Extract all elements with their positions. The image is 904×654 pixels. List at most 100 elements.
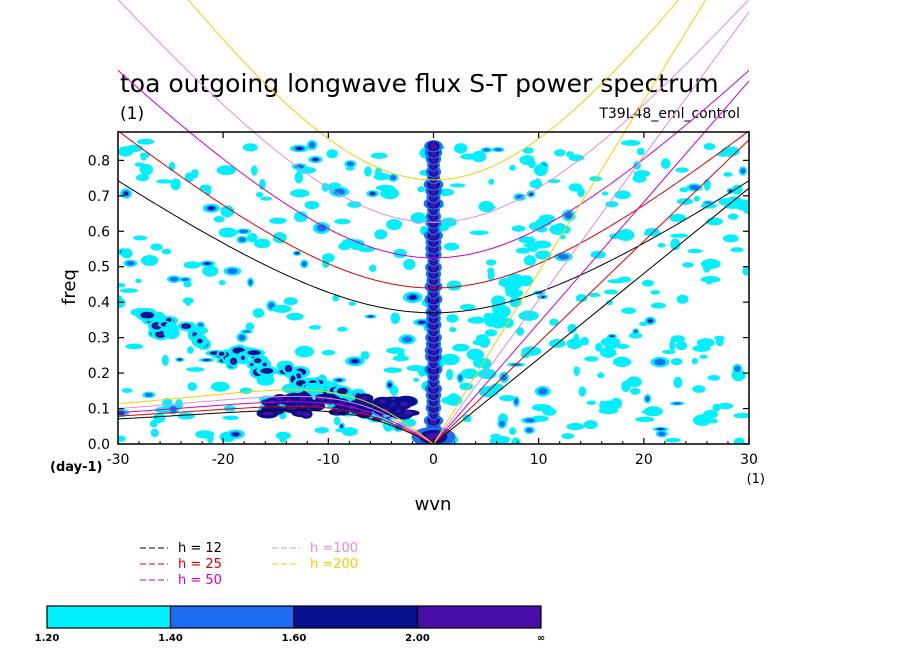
spectral-power-patch [326, 149, 338, 159]
kelvin-line [433, 11, 749, 444]
spectral-power-patch [403, 410, 413, 415]
spectral-power-patch [351, 359, 359, 364]
spectral-power-patch [197, 338, 203, 344]
spectral-power-patch [334, 218, 351, 225]
spectral-power-patch [392, 355, 410, 362]
kelvin-line [433, 0, 707, 444]
spectral-power-patch [478, 386, 499, 398]
spectral-power-patch [385, 367, 396, 373]
spectral-power-patch [231, 359, 236, 364]
spectral-power-patch [220, 205, 235, 218]
spectral-power-patch [650, 290, 660, 295]
spectral-power-patch [514, 398, 519, 405]
spectral-power-patch [139, 152, 151, 158]
spectral-power-patch [446, 314, 459, 323]
spectral-power-patch [296, 374, 300, 379]
spectral-power-patch [641, 279, 654, 287]
spectral-power-patch [255, 359, 260, 363]
spectral-power-patch [460, 368, 479, 379]
spectral-power-patch [605, 201, 619, 208]
spectral-power-patch [554, 149, 566, 157]
x-tick-label: 30 [740, 452, 758, 468]
spectral-power-patch [286, 366, 291, 371]
spectral-power-patch [118, 435, 126, 442]
spectral-power-patch [597, 372, 605, 379]
spectral-power-patch [187, 346, 194, 354]
spectral-power-patch [599, 400, 606, 410]
er-curve [118, 409, 434, 444]
x-tick-label: -10 [317, 452, 340, 468]
spectral-power-patch [620, 140, 641, 146]
er-curve [118, 395, 434, 444]
spectral-power-patch [675, 167, 689, 173]
spectral-power-patch [260, 367, 274, 374]
spectral-power-patch [567, 323, 577, 334]
spectral-power-patch [537, 388, 548, 395]
spectral-power-patch [452, 343, 470, 352]
spectral-power-patch [692, 385, 706, 393]
spectral-power-patch [542, 407, 557, 416]
spectrum-contours [118, 138, 749, 444]
spectral-power-patch [696, 338, 715, 348]
spectral-power-patch [210, 381, 230, 392]
spectral-power-patch [485, 259, 497, 266]
spectral-power-patch [406, 365, 426, 372]
spectral-power-patch [364, 166, 372, 177]
spectral-power-patch [360, 396, 368, 401]
spectral-power-patch [650, 302, 667, 309]
spectral-power-patch [304, 200, 320, 210]
spectral-power-patch [628, 332, 643, 339]
spectral-power-patch [252, 308, 265, 318]
spectral-power-patch [568, 154, 585, 162]
spectral-power-patch [271, 304, 292, 313]
spectral-power-patch [286, 312, 304, 321]
colorbar-bin [169, 605, 295, 629]
chart-title: toa outgoing longwave flux S-T power spe… [120, 69, 719, 98]
spectral-power-patch [309, 325, 322, 330]
legend-label: h = 25 [178, 557, 222, 572]
y-tick-label: 0.6 [88, 224, 110, 240]
spectral-power-patch [740, 168, 746, 174]
spectral-power-patch [606, 299, 613, 306]
spectral-power-patch [535, 218, 552, 227]
spectral-power-patch [509, 164, 516, 171]
spectral-power-patch [155, 179, 174, 184]
spectral-power-patch [519, 155, 535, 165]
spectral-power-patch [709, 418, 718, 424]
spectral-power-patch [557, 253, 569, 260]
spectral-power-patch [375, 184, 395, 191]
spectral-power-patch [458, 374, 463, 382]
kelvin-line [433, 187, 749, 444]
x-tick-label: -20 [212, 452, 235, 468]
spectral-power-patch [601, 191, 609, 196]
spectral-power-patch [418, 321, 425, 324]
spectral-power-patch [383, 419, 394, 432]
spectral-power-patch [669, 339, 676, 352]
spectral-power-patch [183, 261, 201, 269]
spectral-power-patch [689, 185, 700, 190]
spectral-power-patch [136, 138, 155, 145]
spectral-power-patch [370, 192, 375, 195]
spectral-power-patch [485, 204, 496, 210]
spectral-power-patch [429, 142, 438, 151]
spectral-power-patch [370, 152, 388, 159]
spectral-power-patch [676, 294, 689, 304]
spectral-power-patch [610, 335, 614, 338]
spectral-power-patch [518, 236, 536, 244]
spectral-power-patch [155, 406, 171, 414]
spectral-power-patch [489, 436, 509, 444]
spectral-power-patch [616, 343, 630, 350]
colorbar-bin [46, 605, 172, 629]
spectral-power-patch [360, 350, 370, 360]
spectral-power-patch [123, 191, 129, 196]
spectral-power-patch [308, 141, 316, 149]
spectral-power-patch [294, 164, 305, 169]
spectral-power-patch [691, 357, 699, 365]
spectral-power-patch [580, 336, 589, 346]
spectral-power-patch [645, 395, 650, 402]
spectral-power-patch [472, 339, 488, 346]
colorbar-label: 1.40 [158, 633, 183, 644]
spectral-power-patch [462, 414, 472, 423]
colorbar-label: 2.00 [405, 633, 430, 644]
spectral-power-patch [491, 295, 506, 308]
